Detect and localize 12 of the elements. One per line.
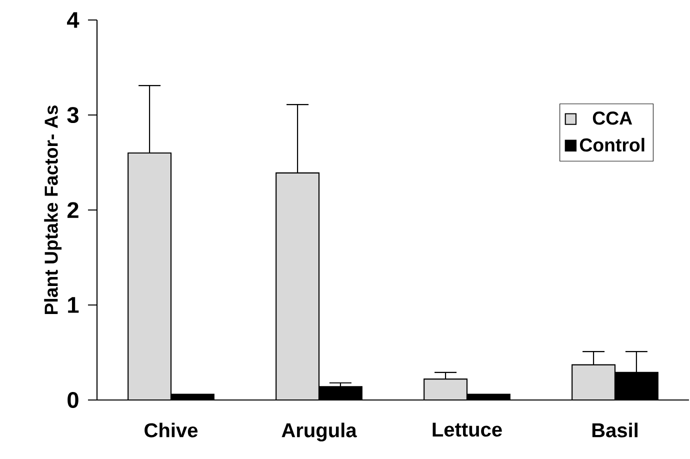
y-tick-label: 3 xyxy=(67,106,78,124)
y-tick-label: 4 xyxy=(67,12,80,28)
y-axis-title: Plant Uptake Factor- As xyxy=(44,105,62,314)
x-tick-label: Lettuce xyxy=(432,422,502,437)
legend-label: Control xyxy=(580,138,644,152)
y-tick-label: 2 xyxy=(67,202,78,218)
legend-label: CCA xyxy=(592,112,632,125)
x-tick-label: Basil xyxy=(592,422,638,438)
y-tick-label: 1 xyxy=(68,297,79,313)
x-tick-label: Chive xyxy=(144,422,198,438)
x-tick-label: Arugula xyxy=(282,422,357,442)
y-tick-label: 0 xyxy=(68,392,78,408)
